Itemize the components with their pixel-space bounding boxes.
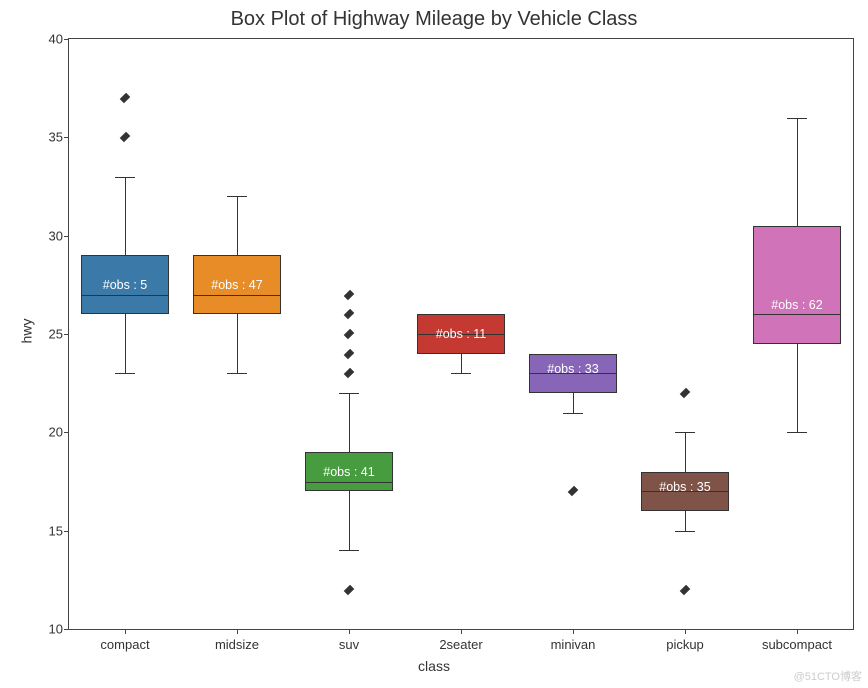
whisker-upper <box>685 432 686 471</box>
median-line <box>305 482 392 483</box>
whisker-cap-lower <box>115 373 135 374</box>
y-axis-label: hwy <box>18 319 34 344</box>
x-tick-label: subcompact <box>762 637 832 652</box>
whisker-cap-upper <box>787 118 807 119</box>
y-tick-label: 35 <box>49 130 63 145</box>
whisker-cap-upper <box>227 196 247 197</box>
whisker-lower <box>797 344 798 433</box>
outlier-marker <box>120 132 131 143</box>
x-tick-mark <box>125 629 126 634</box>
whisker-cap-lower <box>563 413 583 414</box>
whisker-lower <box>461 354 462 374</box>
y-tick-mark <box>64 236 69 237</box>
x-tick-label: pickup <box>666 637 704 652</box>
whisker-cap-lower <box>451 373 471 374</box>
outlier-marker <box>568 486 579 497</box>
x-tick-mark <box>573 629 574 634</box>
outlier-marker <box>680 584 691 595</box>
whisker-cap-upper <box>339 393 359 394</box>
whisker-cap-lower <box>675 531 695 532</box>
median-line <box>753 314 840 315</box>
median-line <box>193 295 280 296</box>
y-tick-mark <box>64 334 69 335</box>
x-tick-mark <box>685 629 686 634</box>
whisker-lower <box>573 393 574 413</box>
obs-count-label: #obs : 62 <box>771 298 822 312</box>
y-tick-mark <box>64 432 69 433</box>
box <box>753 226 840 344</box>
x-tick-mark <box>461 629 462 634</box>
whisker-upper <box>349 393 350 452</box>
y-tick-mark <box>64 137 69 138</box>
chart-container: Box Plot of Highway Mileage by Vehicle C… <box>0 0 868 688</box>
outlier-marker <box>344 289 355 300</box>
obs-count-label: #obs : 5 <box>103 278 147 292</box>
whisker-cap-upper <box>675 432 695 433</box>
y-tick-label: 10 <box>49 622 63 637</box>
x-tick-label: minivan <box>551 637 596 652</box>
obs-count-label: #obs : 33 <box>547 362 598 376</box>
whisker-lower <box>685 511 686 531</box>
y-tick-mark <box>64 531 69 532</box>
chart-title: Box Plot of Highway Mileage by Vehicle C… <box>0 8 868 31</box>
obs-count-label: #obs : 35 <box>659 480 710 494</box>
whisker-cap-lower <box>227 373 247 374</box>
x-tick-label: compact <box>100 637 149 652</box>
y-tick-label: 20 <box>49 425 63 440</box>
whisker-lower <box>125 314 126 373</box>
obs-count-label: #obs : 11 <box>436 327 487 341</box>
outlier-marker <box>344 584 355 595</box>
outlier-marker <box>344 329 355 340</box>
median-line <box>81 295 168 296</box>
outlier-marker <box>120 93 131 104</box>
x-tick-label: midsize <box>215 637 259 652</box>
x-tick-label: 2seater <box>439 637 482 652</box>
whisker-upper <box>125 177 126 256</box>
obs-count-label: #obs : 41 <box>323 465 374 479</box>
y-tick-label: 30 <box>49 228 63 243</box>
x-tick-mark <box>797 629 798 634</box>
y-tick-mark <box>64 629 69 630</box>
whisker-cap-upper <box>115 177 135 178</box>
whisker-cap-lower <box>339 550 359 551</box>
whisker-upper <box>237 196 238 255</box>
watermark-text: @51CTO博客 <box>794 668 862 684</box>
y-tick-label: 15 <box>49 523 63 538</box>
x-tick-mark <box>349 629 350 634</box>
whisker-cap-lower <box>787 432 807 433</box>
y-tick-label: 40 <box>49 32 63 47</box>
whisker-lower <box>349 491 350 550</box>
obs-count-label: #obs : 47 <box>211 278 262 292</box>
x-tick-label: suv <box>339 637 359 652</box>
x-axis-label: class <box>0 658 868 674</box>
y-tick-mark <box>64 39 69 40</box>
outlier-marker <box>344 368 355 379</box>
outlier-marker <box>344 348 355 359</box>
outlier-marker <box>680 388 691 399</box>
whisker-upper <box>797 118 798 226</box>
x-tick-mark <box>237 629 238 634</box>
y-tick-label: 25 <box>49 327 63 342</box>
plot-area: 10152025303540compact#obs : 5midsize#obs… <box>68 38 854 630</box>
whisker-lower <box>237 314 238 373</box>
outlier-marker <box>344 309 355 320</box>
